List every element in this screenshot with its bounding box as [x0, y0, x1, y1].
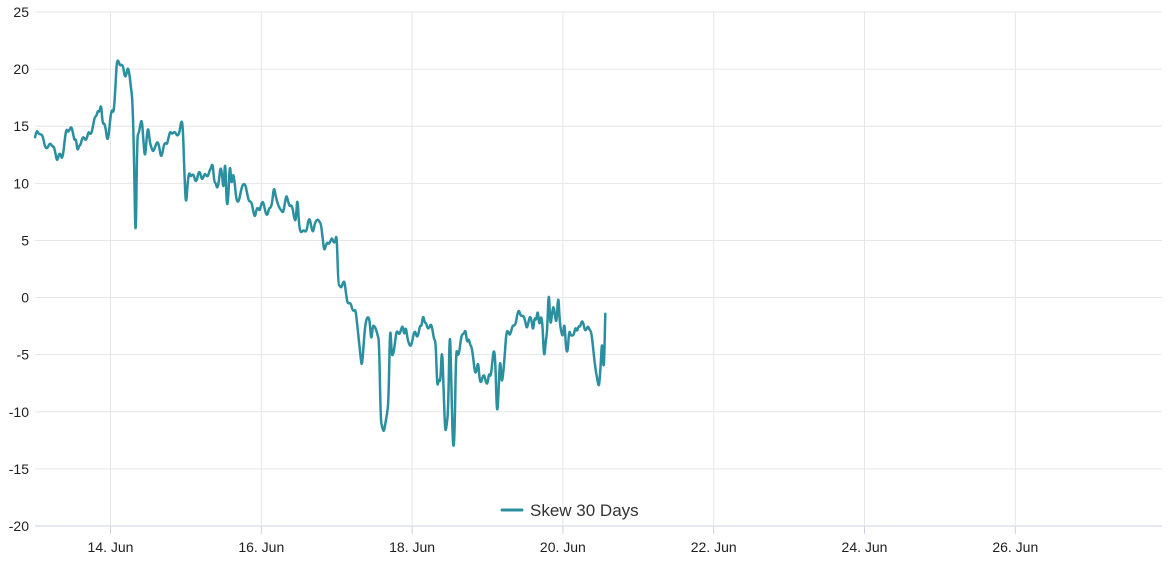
x-tick-label: 20. Jun [540, 539, 586, 555]
x-tick-label: 16. Jun [238, 539, 284, 555]
y-tick-label: 25 [13, 4, 29, 20]
series-line-skew-30-days[interactable] [33, 59, 607, 447]
y-tick-label: 15 [13, 118, 29, 134]
y-axis-labels: 25 20 15 10 5 0 -5 -10 -15 -20 [9, 4, 29, 534]
x-tick-label: 24. Jun [842, 539, 888, 555]
y-tick-label: 5 [21, 232, 29, 248]
x-tick-label: 18. Jun [389, 539, 435, 555]
x-axis-labels: 14. Jun 16. Jun 18. Jun 20. Jun 22. Jun 24. J… [88, 539, 1039, 555]
x-tick-label: 22. Jun [691, 539, 737, 555]
y-tick-label: 20 [13, 61, 29, 77]
grid [35, 11, 1162, 534]
y-tick-label: -20 [9, 518, 29, 534]
y-tick-label: -15 [9, 461, 29, 477]
y-tick-label: -5 [17, 347, 30, 363]
y-tick-label: -10 [9, 404, 29, 420]
y-tick-label: 0 [21, 290, 29, 306]
legend[interactable]: Skew 30 Days [500, 501, 639, 520]
y-tick-label: 10 [13, 175, 29, 191]
series-layer [33, 59, 607, 447]
legend-label-skew-30-days[interactable]: Skew 30 Days [530, 501, 639, 520]
x-tick-label: 14. Jun [88, 539, 134, 555]
x-tick-label: 26. Jun [992, 539, 1038, 555]
